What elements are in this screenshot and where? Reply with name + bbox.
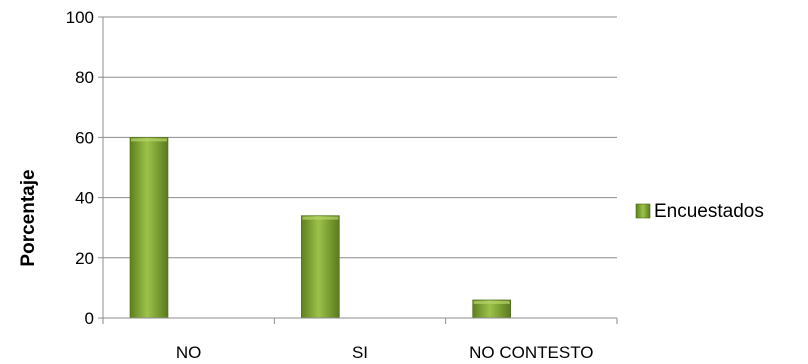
y-tick-label: 40 <box>75 189 94 208</box>
bars <box>129 137 511 319</box>
bar-highlight <box>473 300 510 304</box>
bar-highlight <box>131 138 167 142</box>
bar-highlight <box>302 216 339 220</box>
y-tick-label: 60 <box>75 128 94 147</box>
y-tick-label: 100 <box>66 8 94 27</box>
x-tick-label: NO <box>176 343 202 362</box>
grid-lines <box>103 16 617 259</box>
legend-label: Encuestados <box>654 201 764 222</box>
y-tick-label: 0 <box>85 309 94 328</box>
y-axis-title: Porcentaje <box>18 169 39 266</box>
y-tick-label: 20 <box>75 249 94 268</box>
axes <box>98 16 618 324</box>
bar-no <box>129 137 169 319</box>
legend-swatch <box>635 203 651 219</box>
bar-si <box>301 215 340 319</box>
y-tick-label: 80 <box>75 68 94 87</box>
x-tick-label: NO CONTESTO <box>469 343 593 362</box>
y-tick-labels: 0 20 40 60 80 100 <box>66 8 94 328</box>
legend: Encuestados <box>635 201 764 222</box>
x-tick-labels: NO SI NO CONTESTO <box>176 343 594 362</box>
x-tick-label: SI <box>352 343 368 362</box>
